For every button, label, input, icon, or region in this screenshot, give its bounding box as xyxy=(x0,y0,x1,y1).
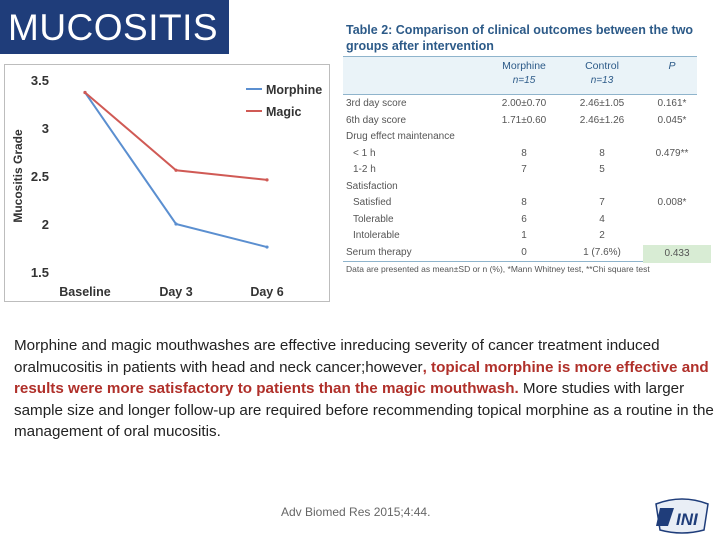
cell-control: 7 xyxy=(599,197,605,208)
cell-morphine: 2.00±0.70 xyxy=(501,98,547,109)
table-footnote: Data are presented as mean±SD or n (%), … xyxy=(346,264,650,274)
y-tick-label: 2.5 xyxy=(31,169,49,184)
row-label: 3rd day score xyxy=(346,98,407,109)
table-row: Drug effect maintenance xyxy=(343,129,697,145)
line-chart: 1.5 2 2.5 3 3.5 Mucositis Grade Baseline Day 3 D… xyxy=(4,64,330,302)
row-label: Serum therapy xyxy=(346,246,412,258)
data-point-morphine xyxy=(174,222,178,226)
data-point-morphine xyxy=(265,245,269,249)
table-row: Satisfied 8 7 0.008* xyxy=(343,195,697,211)
cell-control: 8 xyxy=(599,147,605,159)
summary-part3: More studies with larger sample size and… xyxy=(14,380,714,441)
legend-label-magic: Magic xyxy=(266,105,301,119)
cell-control: 2.46±1.05 xyxy=(579,98,625,109)
x-tick-label: Baseline xyxy=(59,285,110,299)
row-label: Intolerable xyxy=(353,230,400,241)
cell-morphine: 8 xyxy=(521,147,527,159)
table-caption: Table 2: Comparison of clinical outcomes… xyxy=(346,22,701,54)
cell-morphine: 1.71±0.60 xyxy=(501,114,547,126)
table-row: Tolerable 6 4 xyxy=(343,212,697,228)
institute-logo: INI xyxy=(652,496,712,536)
cell-morphine: 1 xyxy=(521,230,527,241)
chart-svg: 1.5 2 2.5 3 3.5 Mucositis Grade Baseline Day 3 D… xyxy=(11,73,322,299)
row-label: 1-2 h xyxy=(353,164,376,175)
cell-control: 4 xyxy=(599,213,605,225)
cell-control: 5 xyxy=(599,164,605,175)
y-tick-label: 3.5 xyxy=(31,73,49,88)
table-row: < 1 h 8 8 0.479** xyxy=(343,146,697,162)
y-axis-label: Mucositis Grade xyxy=(11,129,25,223)
data-point-magic xyxy=(265,178,269,182)
y-tick-label: 3 xyxy=(42,121,49,136)
y-tick-label: 2 xyxy=(42,217,49,232)
header-p: P xyxy=(668,60,676,72)
cell-morphine: 7 xyxy=(521,164,527,175)
comparison-table: Table 2: Comparison of clinical outcomes… xyxy=(343,18,711,282)
cell-control: 2.46±1.26 xyxy=(579,114,625,126)
table-row: 6th day score 1.71±0.60 2.46±1.26 0.045* xyxy=(343,113,697,129)
table-caption-line2: groups after intervention xyxy=(346,39,494,53)
series-line-magic xyxy=(84,91,268,181)
cell-p: 0.161* xyxy=(657,98,687,109)
table-caption-line1: Table 2: Comparison of clinical outcomes… xyxy=(346,23,694,37)
legend-label-morphine: Morphine xyxy=(266,83,322,97)
cell-morphine: 6 xyxy=(521,213,527,225)
table-row: 3rd day score 2.00±0.70 2.46±1.05 0.161* xyxy=(343,96,697,112)
table-row: Satisfaction xyxy=(343,179,697,195)
summary-part1: Morphine and magic mouthwashes are effec… xyxy=(14,337,660,376)
table-header: Morphine n=15 Control n=13 P xyxy=(343,56,697,95)
cell-morphine: 8 xyxy=(521,197,527,208)
x-tick-label: Day 6 xyxy=(250,285,283,299)
row-label: Tolerable xyxy=(353,213,394,225)
cell-morphine: 0 xyxy=(521,246,527,258)
row-label: < 1 h xyxy=(353,147,376,159)
data-point-magic xyxy=(83,90,87,95)
y-tick-label: 1.5 xyxy=(31,265,49,280)
row-label: Drug effect maintenance xyxy=(346,131,455,142)
table-row: Serum therapy 0 1 (7.6%) 0.433 xyxy=(343,244,711,263)
cell-p: 0.008* xyxy=(657,197,687,208)
logo-text: INI xyxy=(676,510,699,529)
row-label: Satisfied xyxy=(353,197,392,208)
slide-title: MUCOSITIS xyxy=(0,0,229,54)
data-point-magic xyxy=(174,168,178,172)
row-label: Satisfaction xyxy=(346,180,398,192)
summary-highlight: , topical morphine is more effective and… xyxy=(14,358,709,398)
logo-icon: INI xyxy=(655,498,709,534)
x-tick-label: Day 3 xyxy=(159,285,192,299)
cell-p: 0.045* xyxy=(657,114,687,126)
citation: Adv Biomed Res 2015;4:44. xyxy=(281,505,431,519)
cell-control: 2 xyxy=(599,230,605,241)
cell-p: 0.479** xyxy=(655,147,689,159)
row-label: 6th day score xyxy=(346,114,407,126)
header-morphine-n: n=15 xyxy=(512,75,536,86)
summary-paragraph: Morphine and magic mouthwashes are effec… xyxy=(14,335,714,443)
cell-control: 1 (7.6%) xyxy=(583,246,621,258)
table-row: Intolerable 1 2 xyxy=(343,228,697,244)
header-morphine: Morphine xyxy=(502,60,546,72)
table-row: 1-2 h 7 5 xyxy=(343,162,697,178)
cell-p: 0.433 xyxy=(643,244,711,263)
header-control: Control xyxy=(585,60,619,72)
header-control-n: n=13 xyxy=(590,75,614,86)
